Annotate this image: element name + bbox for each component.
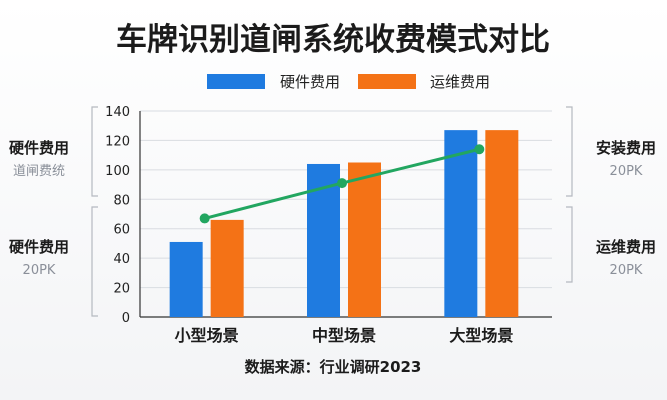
legend-label-hardware: 硬件费用 xyxy=(280,73,340,91)
left-bottom-sub: 20PK xyxy=(23,263,56,278)
legend-swatch-hardware xyxy=(207,74,265,89)
y-tick-label: 40 xyxy=(113,252,130,267)
left-top-main: 硬件费用 xyxy=(9,139,69,157)
right-bottom-bracket xyxy=(566,206,573,283)
x-axis: 小型场景 中型场景 大型场景 xyxy=(175,326,514,345)
y-tick-label: 100 xyxy=(105,164,130,179)
y-tick-label: 80 xyxy=(113,193,130,208)
right-top-main: 安装费用 xyxy=(596,139,656,157)
trend-point xyxy=(337,178,347,189)
y-tick-label: 140 xyxy=(105,105,130,120)
trend-point xyxy=(199,213,210,224)
x-category-label: 中型场景 xyxy=(312,326,376,345)
chart-title: 车牌识别道闸系统收费模式对比 xyxy=(116,22,550,58)
trend-line xyxy=(199,144,485,224)
right-bottom-sub: 20PK xyxy=(610,263,643,278)
trend-point xyxy=(474,144,485,155)
y-tick-label: 60 xyxy=(113,223,130,238)
bar-maintenance xyxy=(210,219,244,317)
gridlines xyxy=(140,110,552,318)
right-annotations: 安装费用 20PK 运维费用 20PK xyxy=(566,106,656,283)
x-category-label: 小型场景 xyxy=(175,326,239,345)
y-tick-label: 20 xyxy=(113,282,130,297)
left-top-bracket xyxy=(91,106,98,197)
y-axis: 0 20 40 60 80 100 120 140 xyxy=(105,105,141,326)
y-tick-label: 120 xyxy=(105,134,130,149)
legend-label-maintenance: 运维费用 xyxy=(430,73,490,91)
right-bottom-main: 运维费用 xyxy=(596,238,656,256)
legend-swatch-maintenance xyxy=(358,74,416,89)
y-tick-label: 0 xyxy=(122,311,130,326)
right-top-bracket xyxy=(566,106,573,197)
bars xyxy=(169,130,519,317)
data-source: 数据来源：行业调研2023 xyxy=(245,358,422,376)
bar-maintenance xyxy=(485,130,519,317)
bar-hardware xyxy=(444,130,478,317)
bar-hardware xyxy=(169,241,203,317)
legend: 硬件费用 运维费用 xyxy=(207,73,490,91)
left-top-sub: 道闸费统 xyxy=(13,164,65,179)
right-top-sub: 20PK xyxy=(610,164,643,179)
left-bottom-main: 硬件费用 xyxy=(9,238,69,256)
left-bottom-bracket xyxy=(91,206,98,317)
bar-maintenance xyxy=(348,162,381,317)
x-category-label: 大型场景 xyxy=(449,326,513,345)
left-annotations: 硬件费用 道闸费统 硬件费用 20PK xyxy=(9,106,98,317)
